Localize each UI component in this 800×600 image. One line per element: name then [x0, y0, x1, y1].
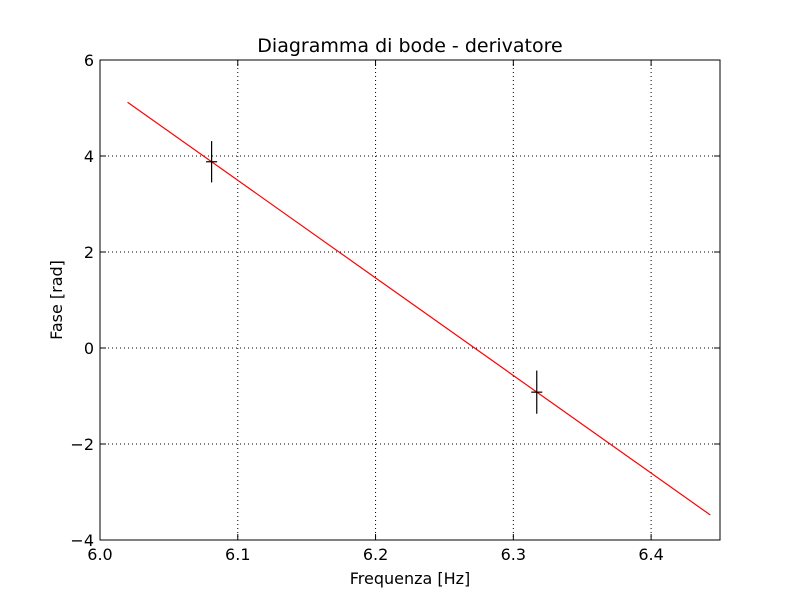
y-tick-label: −2 [70, 435, 94, 454]
x-tick-label: 6.4 [638, 545, 663, 564]
y-tick-label: 2 [84, 243, 94, 262]
data-point [206, 141, 218, 183]
y-axis-label: Fase [rad] [47, 260, 66, 340]
plot-frame [99, 59, 721, 541]
y-tick-label: −4 [70, 531, 94, 550]
data-point [531, 370, 543, 414]
y-tick-label: 6 [84, 51, 94, 70]
x-tick-label: 6.2 [363, 545, 388, 564]
axis-ticks: 6.0 6.1 6.2 6.3 6.4 −4 −2 0 2 4 6 [70, 51, 720, 564]
plot-series [127, 101, 711, 516]
grid-lines [99, 59, 720, 541]
fit-line [127, 101, 711, 516]
x-axis-label: Frequenza [Hz] [350, 569, 471, 588]
chart-title: Diagramma di bode - derivatore [257, 35, 562, 57]
y-tick-label: 0 [84, 339, 94, 358]
x-tick-label: 6.1 [225, 545, 250, 564]
x-tick-label: 6.3 [501, 545, 526, 564]
y-tick-label: 4 [84, 147, 94, 166]
x-tick-label: 6.0 [87, 545, 112, 564]
